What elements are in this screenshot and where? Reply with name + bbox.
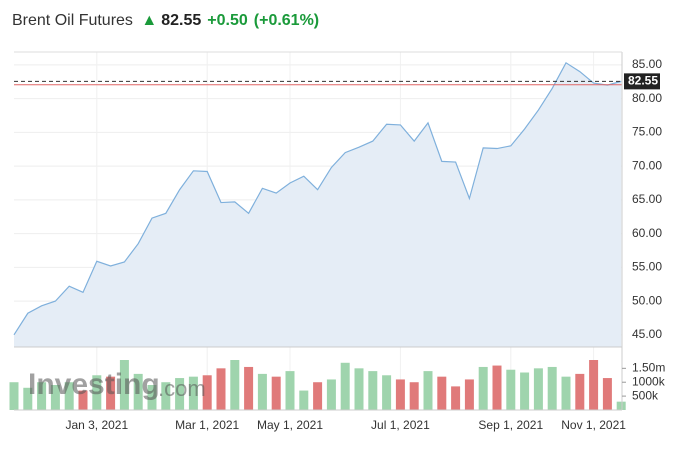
y-tick-label: 45.00 xyxy=(632,327,662,341)
volume-bar xyxy=(78,390,88,410)
y-tick-label: 65.00 xyxy=(632,192,662,206)
y-tick-label: 500k xyxy=(632,388,659,402)
volume-bar xyxy=(106,376,116,410)
y-tick-label: 85.00 xyxy=(632,57,662,71)
volume-bar xyxy=(506,369,516,410)
volume-bar xyxy=(23,387,33,410)
watermark: .com xyxy=(158,376,206,401)
volume-bar xyxy=(561,376,571,410)
volume-bar xyxy=(175,378,185,410)
header: Brent Oil Futures ▲ 82.55 +0.50 (+0.61%) xyxy=(12,12,319,30)
y-tick-label: 60.00 xyxy=(632,226,662,240)
x-tick-label: Mar 1, 2021 xyxy=(175,418,239,432)
y-tick-label: 75.00 xyxy=(632,125,662,139)
volume-bar xyxy=(37,382,47,410)
volume-bar xyxy=(437,376,447,410)
y-tick-label: 55.00 xyxy=(632,260,662,274)
volume-bar xyxy=(423,371,433,410)
up-arrow: ▲ xyxy=(141,12,158,29)
volume-bar xyxy=(354,368,364,410)
volume-bar xyxy=(368,371,378,410)
volume-bar xyxy=(340,362,350,410)
volume-bar xyxy=(492,365,502,410)
volume-bar xyxy=(285,371,295,410)
volume-bar xyxy=(464,379,474,410)
x-tick-label: Jan 3, 2021 xyxy=(65,418,128,432)
volume-bar xyxy=(161,382,171,410)
last-price-label: 82.55 xyxy=(628,74,658,88)
y-tick-label: 70.00 xyxy=(632,158,662,172)
volume-bar xyxy=(478,366,488,410)
volume-bar xyxy=(271,376,281,410)
volume-bar xyxy=(64,382,74,410)
volume-bar xyxy=(50,385,60,410)
volume-bar xyxy=(602,378,612,410)
volume-bar xyxy=(147,385,157,410)
title: Brent Oil Futures xyxy=(12,12,133,29)
last-price-box xyxy=(624,73,660,90)
volume-bar xyxy=(313,382,323,410)
volume-bar xyxy=(133,373,143,410)
volume-bar xyxy=(382,375,392,410)
volume-bar xyxy=(409,382,419,410)
volume-bar xyxy=(188,376,198,410)
volume-bar xyxy=(230,360,240,410)
volume-bar xyxy=(202,375,212,410)
volume-bar xyxy=(244,366,254,410)
volume-bar xyxy=(616,401,626,410)
volume-bar xyxy=(451,386,461,410)
volume-bar xyxy=(92,375,102,410)
x-tick-label: Sep 1, 2021 xyxy=(478,418,543,432)
volume-bar xyxy=(395,379,405,410)
change: +0.50 xyxy=(207,12,248,29)
y-tick-label: 80.00 xyxy=(632,91,662,105)
last-price: 82.55 xyxy=(161,12,202,29)
area-fill xyxy=(14,62,622,348)
y-tick-label: 1000k xyxy=(632,374,666,388)
x-tick-label: Nov 1, 2021 xyxy=(561,418,626,432)
change-percent: (+0.61%) xyxy=(253,12,320,29)
volume-bar xyxy=(119,360,129,410)
x-tick-label: Jul 1, 2021 xyxy=(371,418,430,432)
volume-bar xyxy=(547,366,557,410)
volume-bar xyxy=(589,360,599,410)
watermark: Investing xyxy=(28,368,160,401)
x-tick-label: May 1, 2021 xyxy=(257,418,323,432)
volume-bar xyxy=(299,390,309,410)
y-tick-label: 1.50m xyxy=(632,361,665,375)
price-line xyxy=(13,61,622,336)
volume-bar xyxy=(520,372,530,410)
volume-bar xyxy=(575,373,585,410)
volume-bar xyxy=(326,379,336,410)
volume-bar xyxy=(533,368,543,410)
volume-bar xyxy=(9,382,19,410)
volume-bar xyxy=(257,373,267,410)
y-tick-label: 50.00 xyxy=(632,293,662,307)
volume-bar xyxy=(216,368,226,410)
